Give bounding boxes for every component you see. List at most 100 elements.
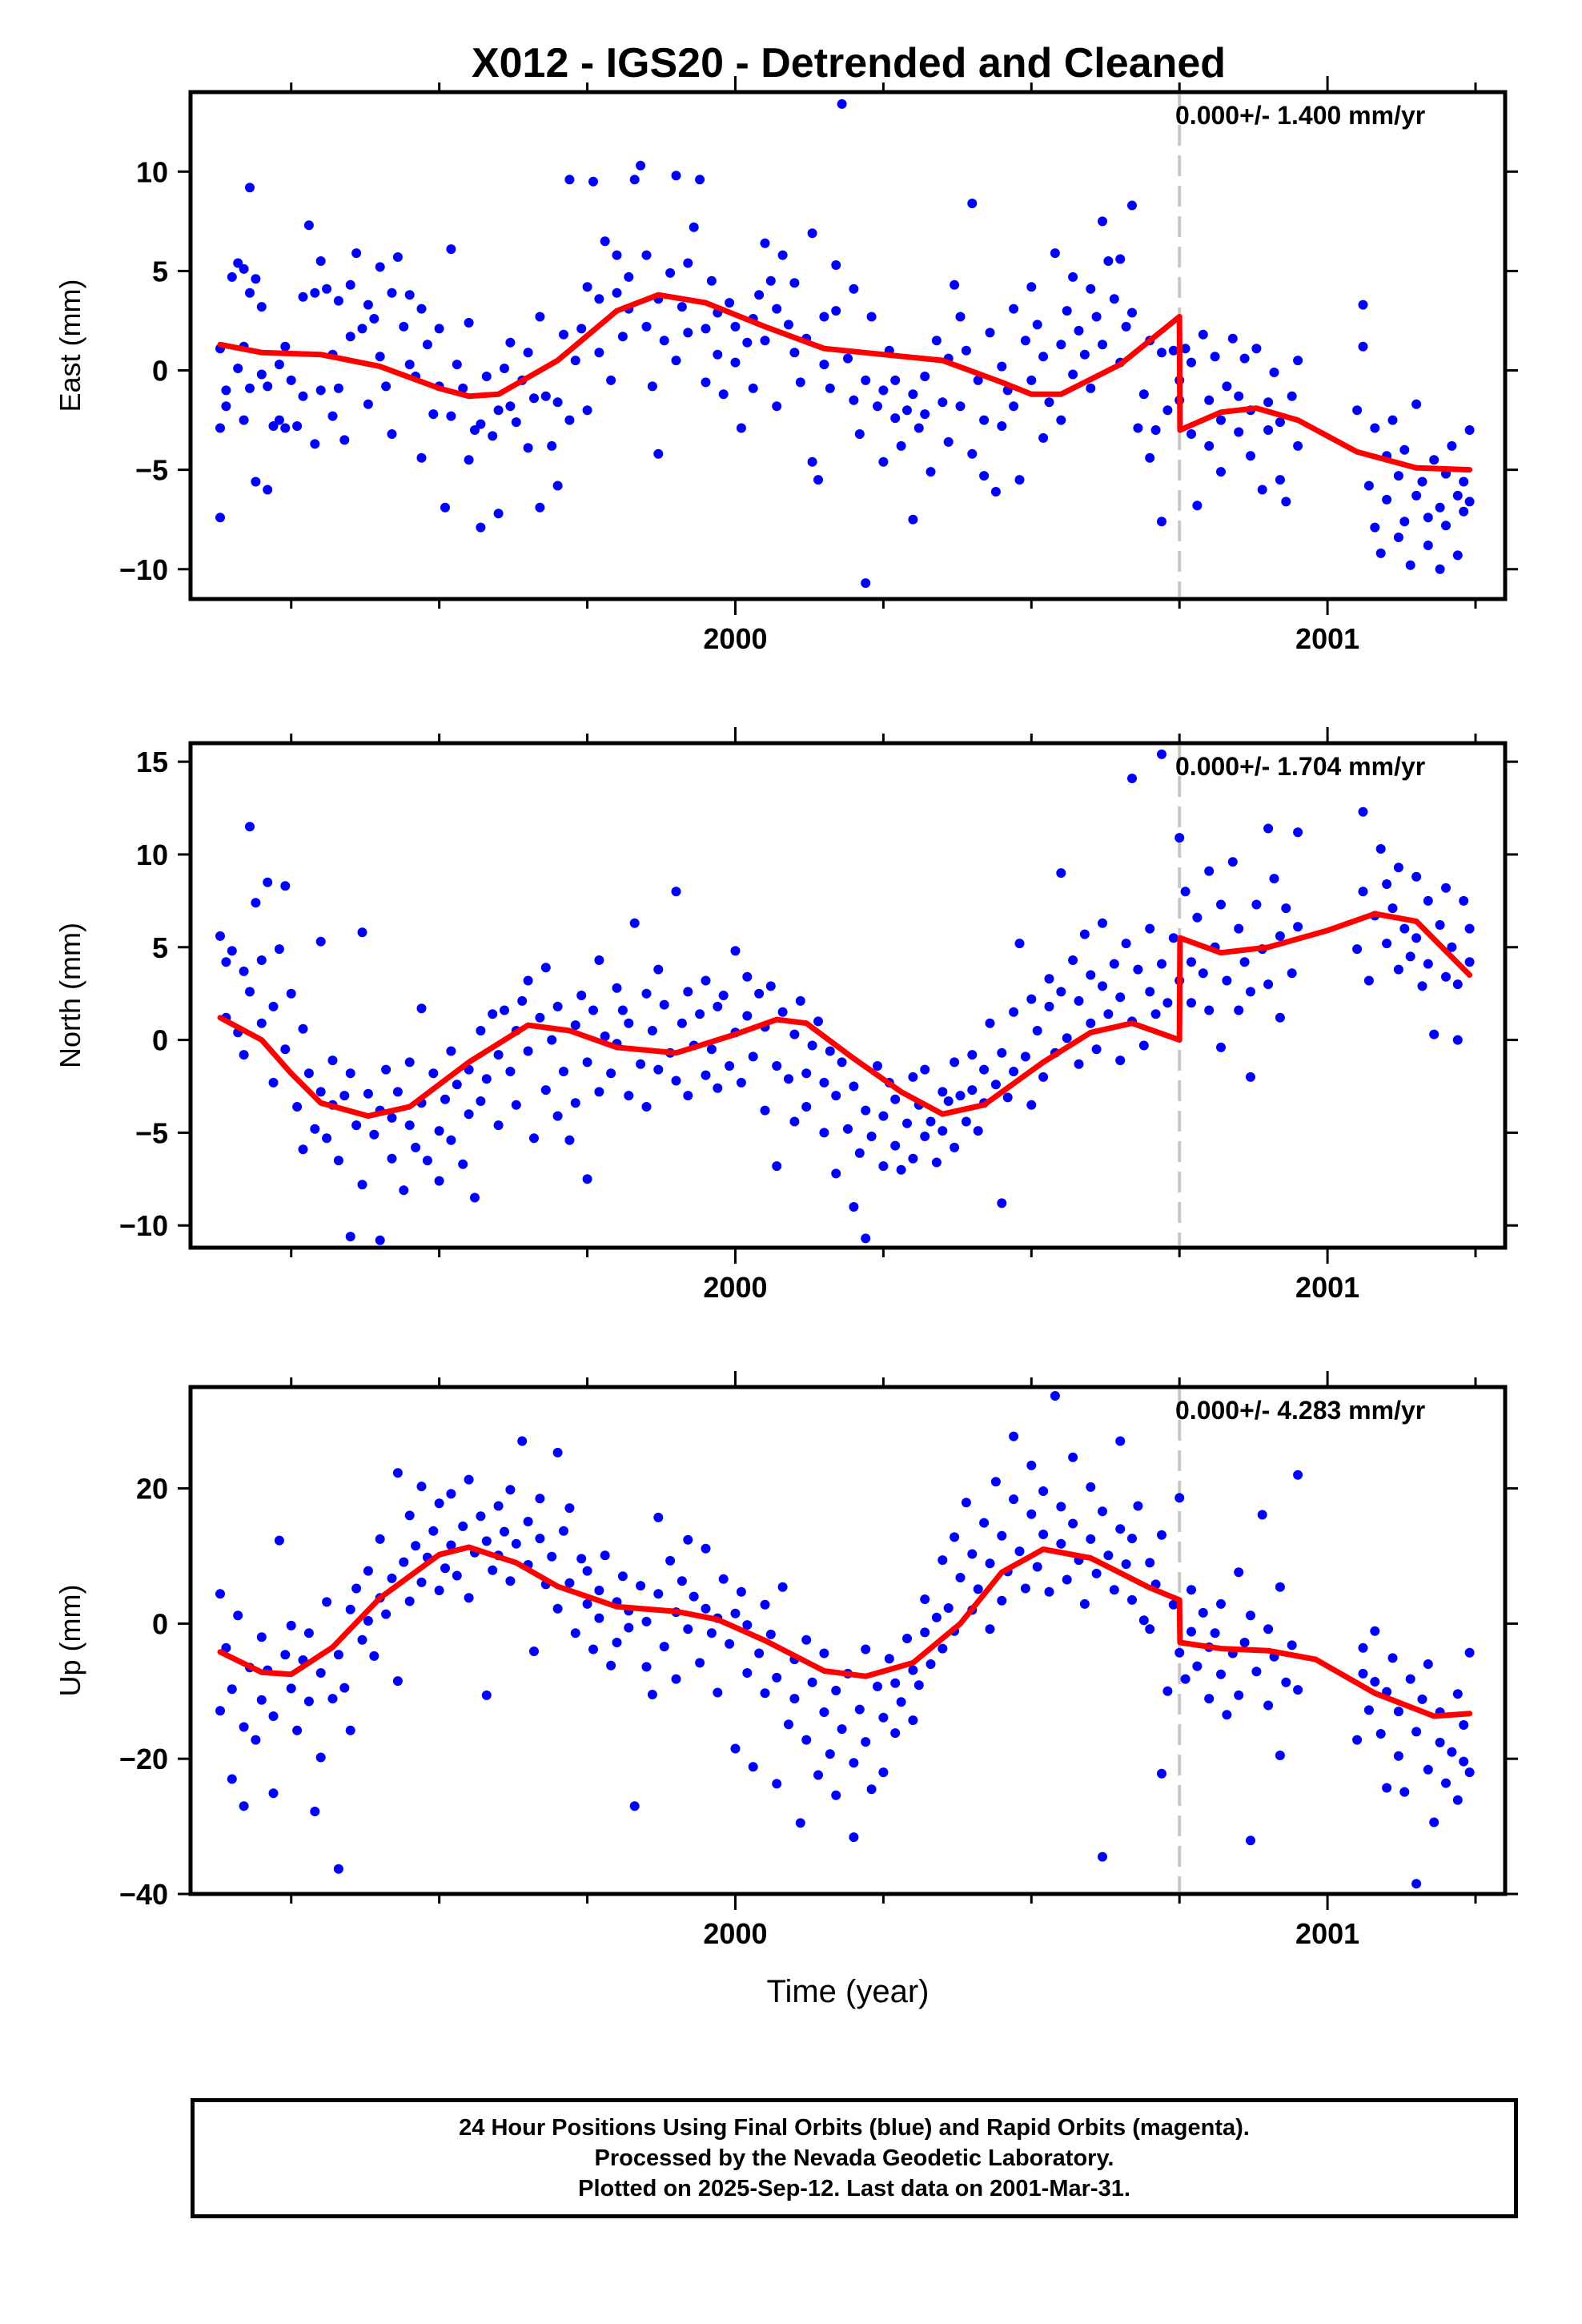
data-point — [221, 385, 231, 396]
data-point — [695, 1658, 705, 1668]
data-point — [227, 946, 237, 956]
data-point — [1370, 522, 1380, 533]
data-point — [552, 1111, 563, 1121]
data-point — [576, 1554, 587, 1564]
data-point — [878, 456, 889, 467]
data-point — [1405, 560, 1415, 570]
data-point — [1091, 1044, 1102, 1055]
data-points — [215, 1391, 1475, 1889]
data-point — [1020, 1051, 1030, 1062]
data-point — [973, 1126, 983, 1136]
data-point — [861, 1644, 871, 1655]
data-point — [819, 312, 829, 322]
data-point — [701, 975, 711, 986]
data-point — [706, 1628, 717, 1638]
data-point — [1275, 1012, 1285, 1023]
data-point — [357, 1180, 367, 1190]
data-point — [493, 1120, 504, 1131]
data-point — [1133, 1501, 1143, 1511]
data-point — [629, 175, 640, 185]
data-point — [333, 1864, 343, 1874]
data-point — [1464, 1767, 1475, 1778]
data-point — [695, 175, 705, 185]
data-point — [777, 1007, 788, 1017]
data-point — [943, 1603, 954, 1613]
data-points — [215, 99, 1475, 589]
data-point — [1234, 1690, 1244, 1700]
data-point — [1026, 1460, 1037, 1470]
data-point — [1452, 979, 1463, 990]
data-point — [256, 955, 267, 965]
data-point — [327, 411, 338, 421]
data-point — [564, 1503, 575, 1514]
data-point — [760, 1688, 770, 1699]
data-point — [997, 421, 1007, 431]
data-point — [1009, 1007, 1019, 1017]
data-point — [973, 375, 983, 385]
data-point — [789, 1694, 800, 1704]
data-point — [730, 1608, 741, 1618]
data-point — [493, 405, 504, 416]
data-point — [1216, 899, 1226, 910]
data-point — [624, 1091, 634, 1101]
data-point — [239, 1050, 249, 1060]
data-point — [1026, 282, 1037, 292]
data-point — [369, 1129, 379, 1140]
data-point — [1038, 1530, 1049, 1539]
data-point — [1441, 1778, 1451, 1788]
data-point — [677, 1576, 687, 1586]
data-point — [1363, 975, 1374, 986]
data-point — [990, 1080, 1001, 1090]
data-point — [979, 1518, 990, 1528]
data-point — [653, 964, 664, 975]
data-point — [239, 966, 249, 976]
data-point — [511, 417, 521, 428]
data-point — [363, 1616, 373, 1626]
data-point — [263, 381, 273, 392]
data-point — [1464, 1647, 1475, 1658]
data-point — [1352, 405, 1363, 416]
data-point — [1263, 979, 1274, 990]
data-point — [559, 1526, 568, 1536]
data-point — [1393, 964, 1403, 975]
data-point — [819, 1707, 829, 1717]
data-point — [1275, 931, 1285, 941]
data-point — [1441, 883, 1451, 893]
data-point — [967, 1085, 978, 1096]
data-point — [1032, 320, 1042, 330]
data-point — [1168, 1599, 1178, 1610]
y-axis-label: East (mm) — [54, 279, 86, 412]
data-point — [428, 1526, 439, 1536]
data-point — [1056, 415, 1066, 425]
data-point — [339, 435, 350, 445]
data-point — [215, 513, 225, 523]
y-tick-label: 0 — [152, 1024, 168, 1057]
data-point — [303, 1068, 314, 1079]
data-point — [765, 1629, 776, 1639]
data-point — [1435, 502, 1445, 513]
data-point — [1210, 1628, 1220, 1638]
data-point — [303, 1628, 314, 1638]
data-point — [955, 1091, 966, 1101]
data-point — [1263, 1700, 1274, 1711]
model-curve — [217, 1544, 1473, 1719]
data-point — [736, 1586, 746, 1597]
data-point — [523, 1517, 533, 1526]
data-point — [1234, 391, 1244, 401]
data-point — [1068, 369, 1078, 380]
data-point — [742, 1011, 753, 1021]
data-point — [239, 415, 249, 425]
data-point — [500, 364, 509, 373]
data-point — [239, 263, 249, 274]
data-point — [961, 345, 971, 356]
data-point — [1127, 200, 1137, 211]
y-tick-label: 5 — [152, 255, 168, 287]
data-point — [333, 1156, 343, 1166]
data-point — [1281, 497, 1291, 507]
data-point — [1174, 833, 1185, 843]
data-point — [1459, 895, 1469, 906]
data-point — [913, 423, 924, 433]
data-point — [310, 1124, 320, 1134]
data-point — [926, 1116, 936, 1127]
y-tick-label: 0 — [152, 1607, 168, 1640]
